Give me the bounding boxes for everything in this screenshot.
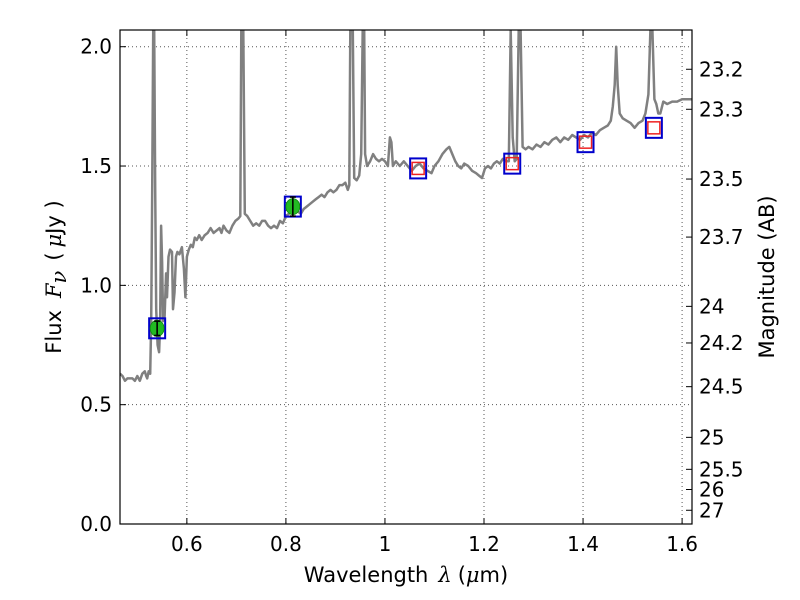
grid-lines <box>120 30 692 525</box>
x-axis-label: Wavelength λ (μm) <box>304 563 508 587</box>
x-tick-label: 1 <box>379 532 392 556</box>
y-axis-label-symbol-nu: ν <box>47 270 71 283</box>
y-axis-label-unit-open: ( <box>42 252 66 260</box>
model-flux-box <box>576 131 595 154</box>
x-axis-label-unit-mu: μ <box>466 563 480 587</box>
y-tick-label: 0.5 <box>80 393 112 417</box>
magnitude-tick-label: 25 <box>699 425 724 449</box>
y-axis-label: Flux Fν ( μJy ) <box>42 200 71 353</box>
upper-limit-marker <box>647 121 661 135</box>
y-axis-label-unit-rest: Jy ) <box>42 200 66 236</box>
x-tick-label: 1.4 <box>567 532 599 556</box>
x-tick-label: 0.8 <box>270 532 302 556</box>
magnitude-tick-label: 24.2 <box>699 331 744 355</box>
y-axis-label-symbol-f: F <box>42 282 66 299</box>
x-axis-label-prefix: Wavelength <box>304 563 429 587</box>
y-axis-label-prefix: Flux <box>42 310 66 354</box>
magnitude-tick-label: 23.3 <box>699 97 744 121</box>
x-tick-label: 1.6 <box>666 532 698 556</box>
sed-series <box>120 30 692 383</box>
secondary-y-axis-label: Magnitude (AB) <box>755 195 779 358</box>
sed-line <box>120 30 692 383</box>
y-tick-label: 1.5 <box>80 154 112 178</box>
magnitude-tick-label: 23.5 <box>699 167 744 191</box>
model-flux-box <box>148 317 167 340</box>
upper-limit-marker <box>578 135 593 149</box>
x-axis-label-symbol: λ <box>437 563 451 587</box>
magnitude-tick-label: 26 <box>699 478 724 502</box>
y-tick-label: 0.0 <box>80 512 112 536</box>
x-tick-label: 1.2 <box>468 532 500 556</box>
y-tick-label: 2.0 <box>80 35 112 59</box>
y-axis-label-unit-mu: μ <box>42 234 66 248</box>
photometry-markers <box>148 116 663 340</box>
magnitude-tick-label: 24 <box>699 294 724 318</box>
model-flux-box <box>503 152 522 175</box>
y-tick-label: 1.0 <box>80 273 112 297</box>
magnitude-tick-label: 25.5 <box>699 457 744 481</box>
x-axis-label-unit-open: ( <box>458 563 466 587</box>
upper-limit-marker <box>411 161 425 176</box>
magnitude-tick-label: 27 <box>699 498 724 522</box>
x-axis-label-unit-rest: m) <box>480 563 509 587</box>
plot-frame <box>119 29 693 525</box>
magnitude-tick-label: 24.5 <box>699 375 744 399</box>
x-tick-label: 0.6 <box>171 532 203 556</box>
model-flux-box <box>409 157 428 180</box>
upper-limit-marker <box>505 156 519 171</box>
axis-ticks: 0.6 0.8 1 1.2 1.4 1.6 0.0 0.5 1.0 1.5 2.0 23.2 23.3 2… <box>80 30 744 556</box>
magnitude-tick-label: 23.2 <box>699 57 744 81</box>
magnitude-tick-label: 23.7 <box>699 225 744 249</box>
model-flux-box <box>644 116 663 139</box>
